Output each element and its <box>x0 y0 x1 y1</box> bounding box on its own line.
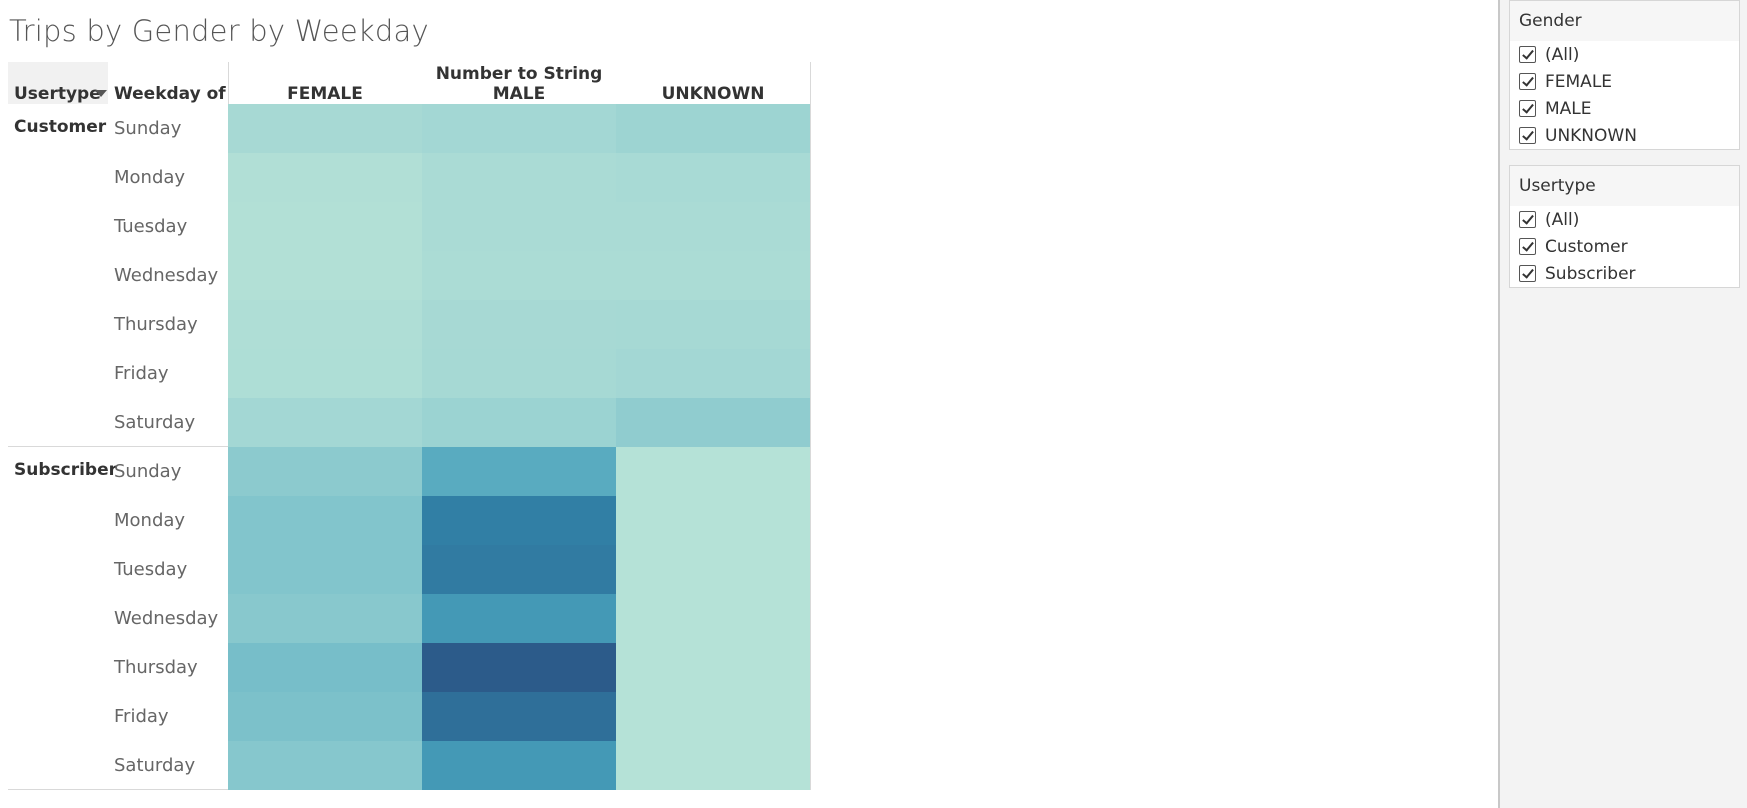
weekday-label[interactable]: Wednesday <box>114 608 219 629</box>
heatmap-cell-subscriber-monday-female[interactable] <box>228 496 422 545</box>
sort-descending-icon[interactable] <box>95 90 107 97</box>
heatmap-cell-subscriber-friday-female[interactable] <box>228 692 422 741</box>
usertype-filter-title: Usertype <box>1510 166 1739 206</box>
heatmap-cell-customer-saturday-male[interactable] <box>422 398 616 447</box>
heatmap-cell-subscriber-thursday-unknown[interactable] <box>616 643 810 692</box>
weekday-label[interactable]: Tuesday <box>114 216 188 237</box>
heatmap-cell-customer-monday-female[interactable] <box>228 153 422 202</box>
weekday-label[interactable]: Thursday <box>114 314 198 335</box>
heatmap-cell-subscriber-wednesday-unknown[interactable] <box>616 594 810 643</box>
heatmap-cell-customer-friday-unknown[interactable] <box>616 349 810 398</box>
checkbox-checked-icon[interactable] <box>1519 127 1536 144</box>
heatmap-cell-customer-sunday-male[interactable] <box>422 104 616 153</box>
column-header-unknown[interactable]: UNKNOWN <box>661 84 765 104</box>
heatmap-cell-subscriber-tuesday-male[interactable] <box>422 545 616 594</box>
heatmap-cell-customer-friday-female[interactable] <box>228 349 422 398</box>
filter-option-label[interactable]: MALE <box>1545 98 1592 119</box>
weekday-label[interactable]: Thursday <box>114 657 198 678</box>
weekday-label[interactable]: Saturday <box>114 412 196 433</box>
heatmap-cell-subscriber-sunday-male[interactable] <box>422 447 616 496</box>
checkbox-checked-icon[interactable] <box>1519 46 1536 63</box>
filter-option-label[interactable]: (All) <box>1545 209 1580 230</box>
heatmap-cell-subscriber-friday-male[interactable] <box>422 692 616 741</box>
heatmap-cell-customer-wednesday-female[interactable] <box>228 251 422 300</box>
filter-option[interactable]: FEMALE <box>1510 68 1739 95</box>
heatmap-cell-customer-tuesday-female[interactable] <box>228 202 422 251</box>
filter-option[interactable]: (All) <box>1510 41 1739 68</box>
heatmap-cell-subscriber-friday-unknown[interactable] <box>616 692 810 741</box>
heatmap-cell-subscriber-monday-unknown[interactable] <box>616 496 810 545</box>
column-divider <box>810 62 811 790</box>
heatmap-cell-subscriber-sunday-female[interactable] <box>228 447 422 496</box>
heatmap-cell-customer-thursday-male[interactable] <box>422 300 616 349</box>
weekday-label[interactable]: Monday <box>114 167 186 188</box>
filter-option[interactable]: UNKNOWN <box>1510 122 1739 149</box>
column-header-female[interactable]: FEMALE <box>287 84 363 104</box>
heatmap-cell-subscriber-wednesday-male[interactable] <box>422 594 616 643</box>
filter-option[interactable]: Customer <box>1510 233 1739 260</box>
checkbox-checked-icon[interactable] <box>1519 100 1536 117</box>
heatmap-cell-subscriber-wednesday-female[interactable] <box>228 594 422 643</box>
heatmap-cell-customer-thursday-female[interactable] <box>228 300 422 349</box>
filter-option-label[interactable]: Subscriber <box>1545 263 1636 284</box>
heatmap-cell-subscriber-thursday-female[interactable] <box>228 643 422 692</box>
heatmap-cell-customer-tuesday-male[interactable] <box>422 202 616 251</box>
filter-option-label[interactable]: (All) <box>1545 44 1580 65</box>
weekday-label[interactable]: Tuesday <box>114 559 188 580</box>
weekday-label[interactable]: Sunday <box>114 461 182 482</box>
heatmap-cell-subscriber-tuesday-female[interactable] <box>228 545 422 594</box>
row-label-customer[interactable]: Customer <box>14 117 107 137</box>
page-title: Trips by Gender by Weekday <box>9 14 429 48</box>
heatmap-cell-customer-tuesday-unknown[interactable] <box>616 202 810 251</box>
heatmap-cell-customer-monday-unknown[interactable] <box>616 153 810 202</box>
column-header-male[interactable]: MALE <box>492 84 546 104</box>
usertype-header-label[interactable]: Usertype <box>14 84 101 104</box>
filter-option-label[interactable]: FEMALE <box>1545 71 1613 92</box>
filter-panel: Gender (All) FEMALE MALE UNKNOWN Usertyp… <box>1498 0 1747 808</box>
heatmap-cell-customer-monday-male[interactable] <box>422 153 616 202</box>
weekday-label[interactable]: Monday <box>114 510 186 531</box>
heatmap-cell-customer-saturday-unknown[interactable] <box>616 398 810 447</box>
heatmap-cell-customer-sunday-female[interactable] <box>228 104 422 153</box>
heatmap-cell-subscriber-saturday-unknown[interactable] <box>616 741 810 790</box>
checkbox-checked-icon[interactable] <box>1519 238 1536 255</box>
usertype-filter: Usertype (All) Customer Subscriber <box>1509 165 1740 288</box>
weekday-label[interactable]: Friday <box>114 363 169 384</box>
weekday-header-label[interactable]: Weekday of .. <box>114 84 228 104</box>
row-label-subscriber[interactable]: Subscriber <box>14 460 118 480</box>
filter-option[interactable]: (All) <box>1510 206 1739 233</box>
checkbox-checked-icon[interactable] <box>1519 265 1536 282</box>
gender-filter-title: Gender <box>1510 1 1739 41</box>
weekday-label[interactable]: Sunday <box>114 118 182 139</box>
checkbox-checked-icon[interactable] <box>1519 211 1536 228</box>
heatmap-cell-customer-saturday-female[interactable] <box>228 398 422 447</box>
weekday-label[interactable]: Friday <box>114 706 169 727</box>
heatmap-cell-subscriber-saturday-male[interactable] <box>422 741 616 790</box>
checkbox-checked-icon[interactable] <box>1519 73 1536 90</box>
heatmap-cell-customer-friday-male[interactable] <box>422 349 616 398</box>
filter-option-label[interactable]: UNKNOWN <box>1545 125 1637 146</box>
weekday-label[interactable]: Saturday <box>114 755 196 776</box>
heatmap-cell-customer-wednesday-male[interactable] <box>422 251 616 300</box>
usertype-header-cell[interactable] <box>8 62 108 104</box>
heatmap-cell-subscriber-tuesday-unknown[interactable] <box>616 545 810 594</box>
heatmap-cell-subscriber-thursday-male[interactable] <box>422 643 616 692</box>
heatmap-cell-subscriber-monday-male[interactable] <box>422 496 616 545</box>
heatmap-chart[interactable] <box>228 104 810 790</box>
heatmap-cell-customer-thursday-unknown[interactable] <box>616 300 810 349</box>
heatmap-cell-subscriber-saturday-female[interactable] <box>228 741 422 790</box>
heatmap-cell-customer-wednesday-unknown[interactable] <box>616 251 810 300</box>
column-group-title: Number to String <box>435 64 603 84</box>
heatmap-cell-subscriber-sunday-unknown[interactable] <box>616 447 810 496</box>
gender-filter: Gender (All) FEMALE MALE UNKNOWN <box>1509 0 1740 150</box>
filter-option-label[interactable]: Customer <box>1545 236 1628 257</box>
weekday-label[interactable]: Wednesday <box>114 265 219 286</box>
heatmap-cell-customer-sunday-unknown[interactable] <box>616 104 810 153</box>
filter-option[interactable]: Subscriber <box>1510 260 1739 287</box>
filter-option[interactable]: MALE <box>1510 95 1739 122</box>
